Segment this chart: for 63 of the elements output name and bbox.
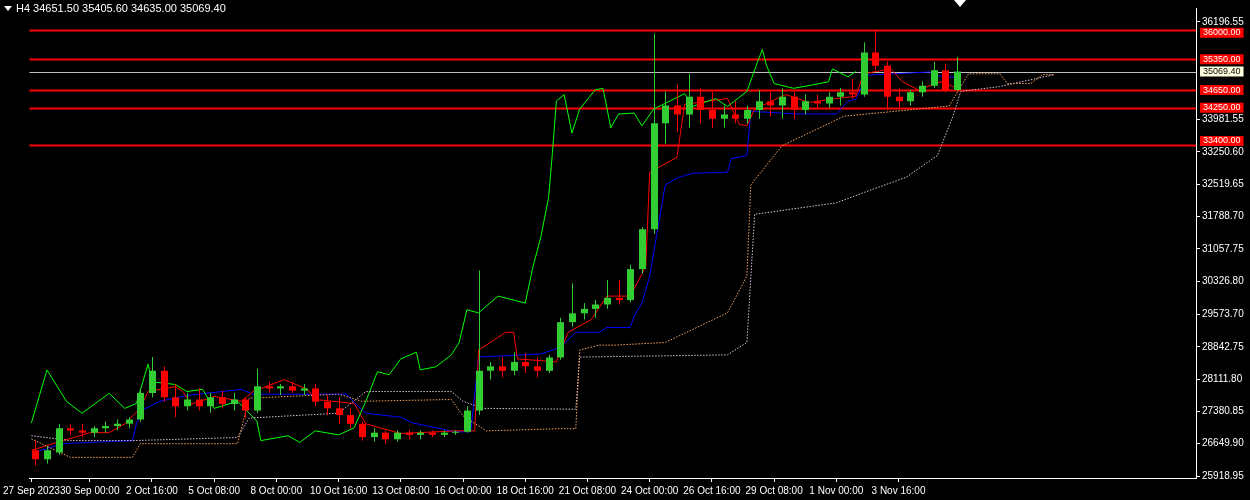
x-tick-label: 3 Nov 16:00 [871,484,926,496]
x-tick-label: 29 Oct 08:00 [745,484,804,496]
candlestick [604,279,611,310]
candlestick [336,396,343,425]
candlestick [534,357,541,378]
candlestick [207,392,214,414]
y-tick-label: 33250.60 [1202,145,1245,157]
x-tick-label: 24 Oct 00:00 [621,484,679,496]
candlestick [931,61,938,89]
x-tick-label: 21 Oct 08:00 [558,484,617,496]
candlestick [312,383,319,407]
y-tick-label: 25918.95 [1202,469,1245,481]
candlestick [499,357,506,378]
candlestick [172,383,179,418]
candlestick [756,89,763,120]
x-tick-label: 18 Oct 16:00 [496,484,555,496]
candlestick [616,279,623,305]
candlestick [464,405,471,434]
y-tick-label: 26649.90 [1202,437,1245,449]
x-tick-label: 16 Oct 00:00 [434,484,493,496]
x-tick-label: 5 Oct 08:00 [188,484,241,496]
y-tick-label: 32519.65 [1202,178,1245,190]
candlestick [452,429,459,436]
y-tick-label: 27380.85 [1202,405,1245,417]
x-tick-label: 2 Oct 16:00 [126,484,179,496]
candlestick [954,56,961,92]
ref-line-label: 33400.00 [1203,135,1241,146]
x-tick-label: 13 Oct 08:00 [372,484,430,496]
y-tick-label: 28111.80 [1202,372,1243,384]
y-tick-label: 29573.70 [1202,308,1245,320]
candlestick [569,282,576,328]
ref-line-label: 34650.00 [1203,84,1241,95]
ref-line-label: 34250.00 [1203,102,1241,113]
x-tick-label: 10 Oct 16:00 [309,484,368,496]
candlestick [359,421,366,442]
y-tick-label: 33981.55 [1202,113,1245,125]
y-tick-label: 36196.55 [1202,15,1245,27]
x-tick-label: 26 Oct 16:00 [683,484,741,496]
candlestick [196,387,203,412]
x-tick-label: 30 Sep 00:00 [59,484,120,496]
candlestick [149,356,156,398]
y-tick-label: 31788.70 [1202,210,1245,222]
candlestick [802,94,809,115]
x-tick-label: 27 Sep 2023 [3,484,61,496]
x-tick-label: 1 Nov 00:00 [809,484,864,496]
ref-line-label: 35069.40 [1203,66,1241,77]
candlestick [242,396,249,419]
ref-line-label: 35350.00 [1203,53,1241,64]
candlestick [662,90,669,145]
candlestick [686,73,693,129]
candlestick [721,105,728,129]
candlestick [546,354,553,374]
candlestick [522,352,529,374]
x-tick-label: 8 Oct 00:00 [250,484,303,496]
candlestick [324,394,331,416]
ref-line-label: 36000.00 [1203,27,1241,38]
y-tick-label: 30326.80 [1202,274,1245,286]
candlestick [779,87,786,120]
candlestick [347,407,354,429]
y-tick-label: 28842.75 [1202,340,1245,352]
chart-title: H4 34651.50 35405.60 34635.00 35069.40 [16,2,226,14]
candlestick [511,351,518,376]
y-tick-label: 31057.75 [1202,242,1245,254]
